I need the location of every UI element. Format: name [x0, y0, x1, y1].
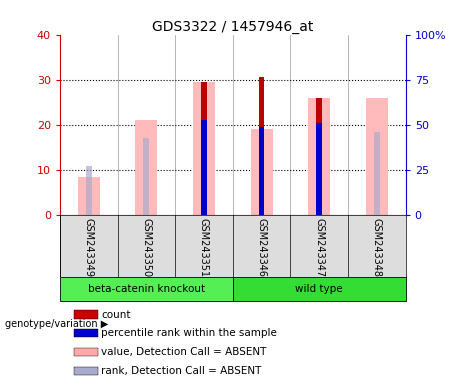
Bar: [74, 367, 99, 375]
Bar: [143, 139, 149, 215]
Bar: [86, 166, 92, 215]
Bar: [316, 122, 322, 215]
Bar: [233, 277, 406, 301]
Bar: [251, 129, 272, 215]
Bar: [308, 98, 330, 215]
Bar: [193, 82, 215, 215]
Bar: [259, 78, 265, 215]
Bar: [201, 120, 207, 215]
Text: GSM243351: GSM243351: [199, 218, 209, 277]
Text: genotype/variation ▶: genotype/variation ▶: [5, 319, 108, 329]
Text: value, Detection Call = ABSENT: value, Detection Call = ABSENT: [101, 347, 267, 357]
Text: GSM243349: GSM243349: [84, 218, 94, 277]
Text: percentile rank within the sample: percentile rank within the sample: [101, 328, 278, 338]
Bar: [374, 132, 380, 215]
Bar: [259, 127, 265, 215]
Bar: [74, 310, 99, 318]
Text: GSM243350: GSM243350: [142, 218, 151, 277]
Text: wild type: wild type: [296, 284, 343, 294]
Bar: [60, 277, 233, 301]
Text: beta-catenin knockout: beta-catenin knockout: [88, 284, 205, 294]
Text: rank, Detection Call = ABSENT: rank, Detection Call = ABSENT: [101, 366, 262, 376]
Text: GSM243347: GSM243347: [314, 218, 324, 277]
Bar: [316, 122, 322, 215]
Bar: [259, 127, 265, 215]
Bar: [366, 98, 388, 215]
Bar: [78, 177, 100, 215]
Bar: [316, 98, 322, 215]
Title: GDS3322 / 1457946_at: GDS3322 / 1457946_at: [152, 20, 313, 33]
Bar: [136, 120, 157, 215]
Bar: [201, 120, 207, 215]
Bar: [74, 348, 99, 356]
Bar: [74, 329, 99, 337]
Text: GSM243346: GSM243346: [257, 218, 266, 277]
Text: count: count: [101, 310, 131, 319]
Bar: [201, 82, 207, 215]
Text: GSM243348: GSM243348: [372, 218, 382, 277]
